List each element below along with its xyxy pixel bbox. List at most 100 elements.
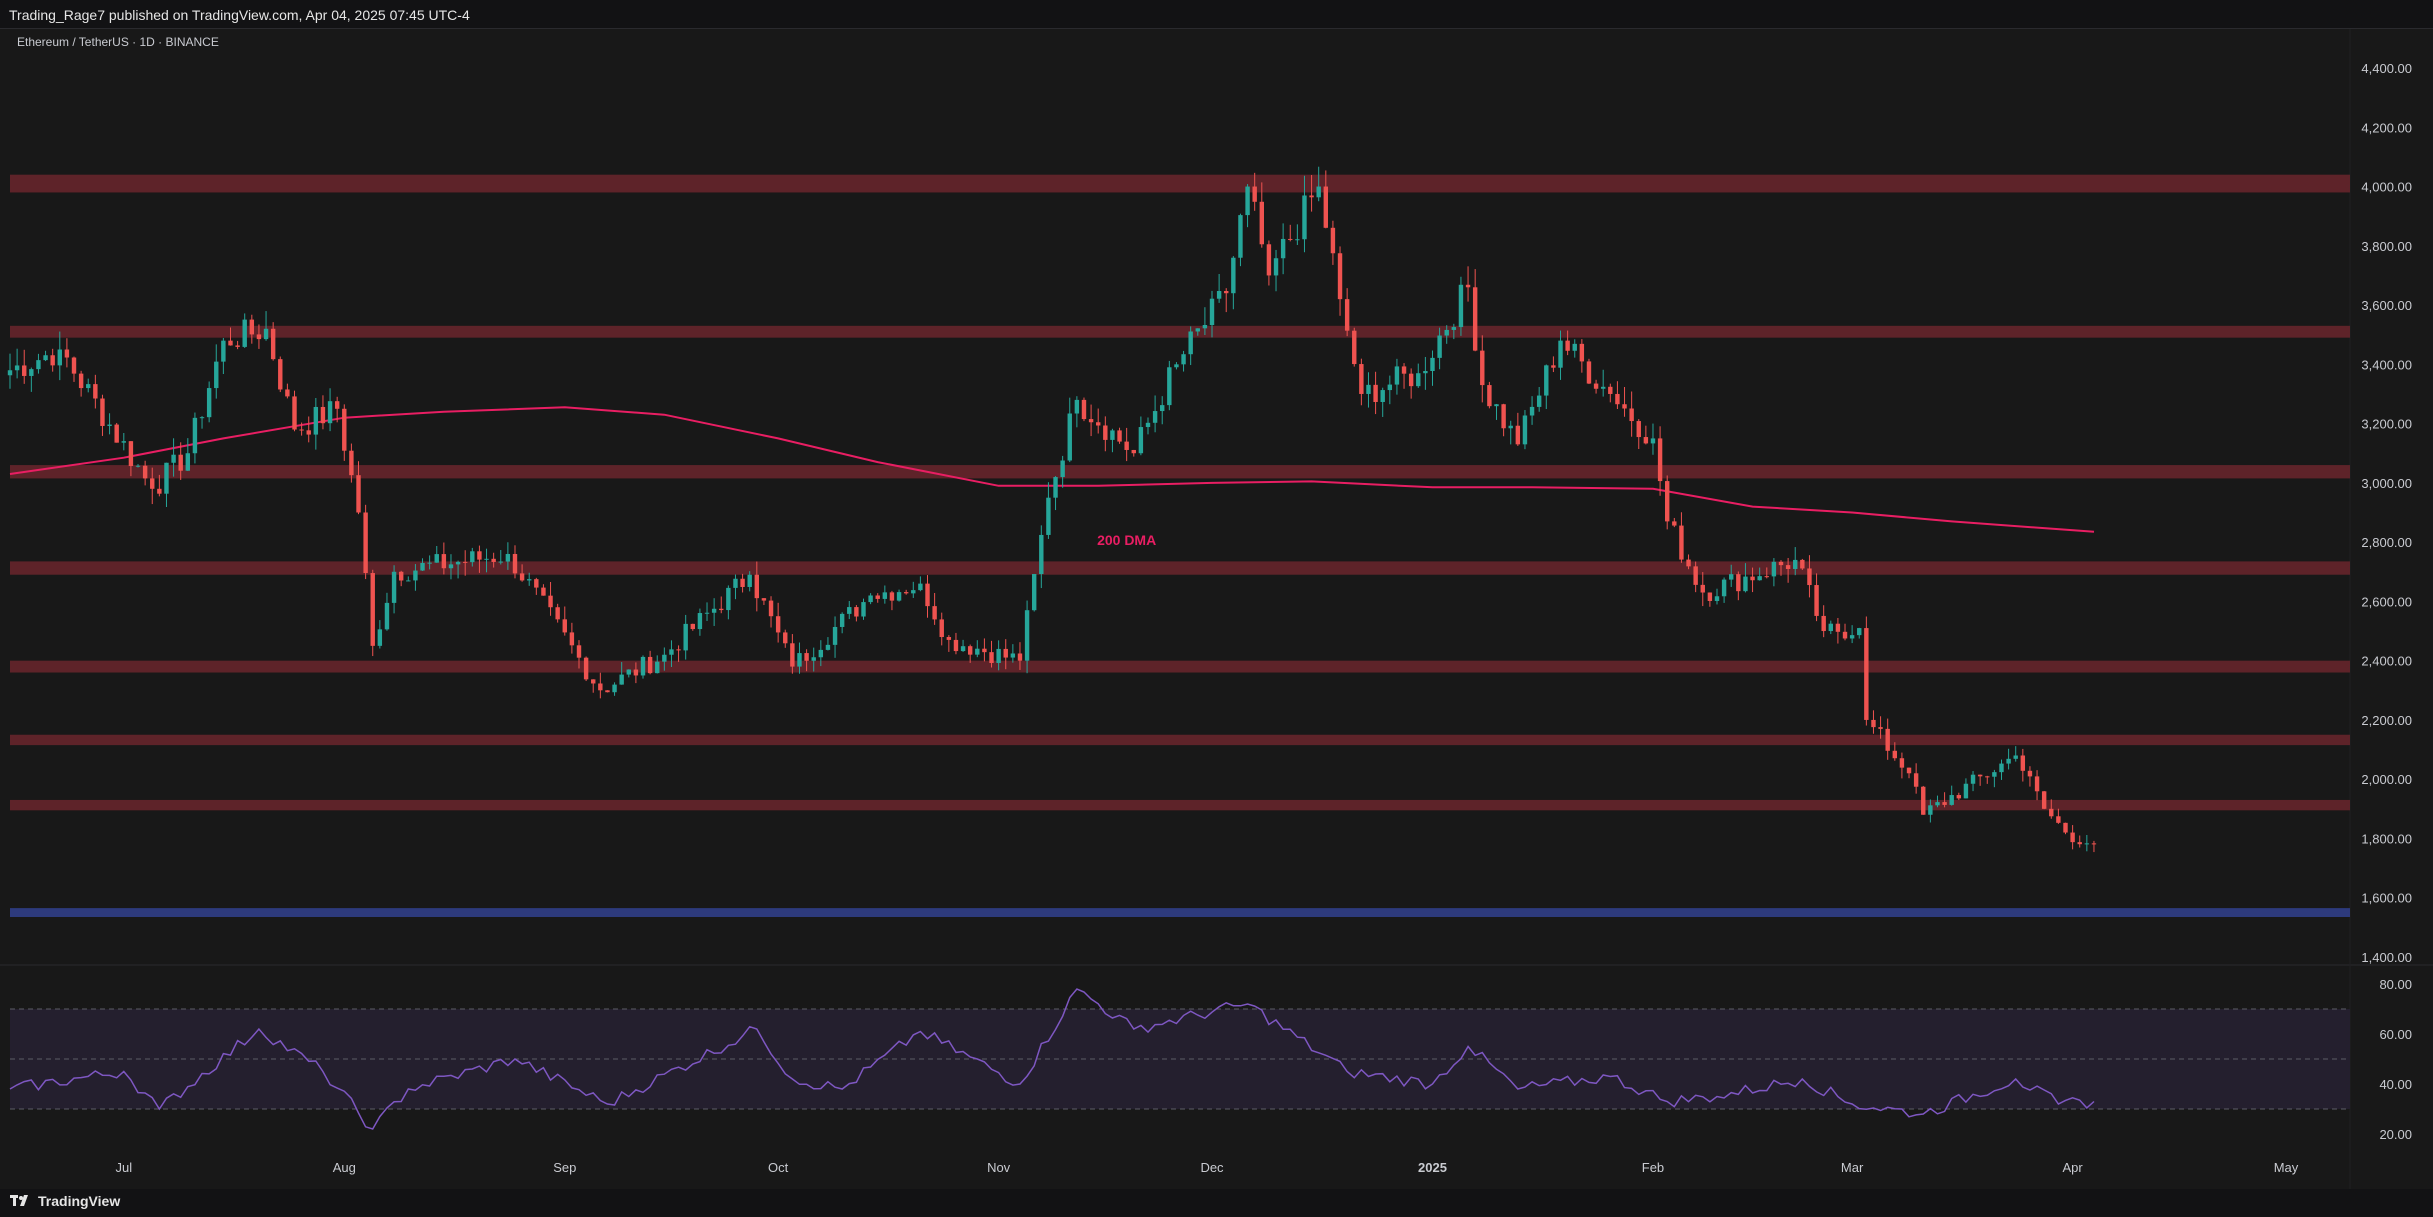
candle-body <box>1003 648 1008 658</box>
candle-body <box>363 512 368 574</box>
candle-body <box>1764 576 1769 578</box>
candle-body <box>242 319 247 347</box>
price-tick-label: 3,000.00 <box>2361 476 2412 491</box>
candle-body <box>470 551 475 563</box>
rsi-tick-label: 60.00 <box>2379 1027 2412 1042</box>
candle-body <box>1750 576 1755 581</box>
candle-body <box>854 607 859 617</box>
candle-body <box>1956 795 1962 799</box>
tradingview-brand[interactable]: TradingView <box>10 1193 120 1209</box>
candle-body <box>1024 610 1030 661</box>
candle-body <box>1245 186 1250 216</box>
candle-body <box>14 365 20 371</box>
candle-body <box>1664 481 1670 522</box>
price-tick-label: 3,400.00 <box>2361 357 2412 372</box>
candle-body <box>192 417 198 454</box>
chart-area[interactable]: 200 DMA 4,400.00 4,200.00 4,000.00 3,800.00 3… <box>0 29 2433 1189</box>
candle-body <box>235 345 240 347</box>
candle-body <box>2034 776 2040 792</box>
candle-body <box>498 561 503 563</box>
candle-body <box>882 592 888 599</box>
candle-body <box>1814 585 1819 616</box>
candle-body <box>50 355 55 366</box>
chart-svg[interactable]: 200 DMA 4,400.00 4,200.00 4,000.00 3,800.00 3… <box>0 29 2433 1189</box>
candle-body <box>1273 258 1279 276</box>
candle-body <box>2084 843 2090 845</box>
candle-body <box>612 684 617 693</box>
candle-body <box>1757 576 1762 581</box>
candle-body <box>1800 559 1805 569</box>
chart-background <box>0 29 2433 1189</box>
candle-body <box>1202 325 1208 329</box>
candle-body <box>825 644 831 650</box>
candle-body <box>1707 592 1713 601</box>
candle-body <box>1551 365 1556 368</box>
candle-body <box>925 583 930 607</box>
candle-body <box>875 595 880 599</box>
candle-body <box>1145 422 1151 428</box>
candle-body <box>911 590 916 594</box>
candle-body <box>989 652 994 663</box>
candle-body <box>1921 786 1926 815</box>
candle-body <box>669 649 674 655</box>
candle-body <box>398 571 404 581</box>
candle-body <box>1152 411 1158 423</box>
candle-body <box>292 396 297 430</box>
candle-body <box>1899 758 1905 768</box>
candle-body <box>1793 559 1798 569</box>
candle-body <box>1657 438 1663 482</box>
candle-body <box>1807 568 1812 586</box>
time-tick-label: Oct <box>768 1160 789 1175</box>
price-tick-label: 2,000.00 <box>2361 772 2412 787</box>
candle-body <box>1942 802 1947 805</box>
candle-body <box>555 607 560 620</box>
candle-body <box>1977 774 1983 777</box>
candle-body <box>448 564 454 569</box>
candle-body <box>655 661 660 674</box>
candle-body <box>1935 802 1940 806</box>
price-tick-label: 1,800.00 <box>2361 831 2412 846</box>
time-tick-label: Feb <box>1642 1160 1664 1175</box>
header-bar: Trading_Rage7 published on TradingView.c… <box>0 0 2433 29</box>
candle-body <box>1643 437 1649 444</box>
time-tick-label: Dec <box>1200 1160 1224 1175</box>
price-tick-label: 3,800.00 <box>2361 239 2412 254</box>
candle-body <box>676 649 681 651</box>
candle-body <box>861 602 866 617</box>
candle-body <box>1721 579 1727 597</box>
candle-body <box>946 637 952 640</box>
candle-body <box>1288 238 1293 240</box>
candle-body <box>719 608 724 611</box>
candle-body <box>832 626 838 645</box>
candle-body <box>1892 750 1898 759</box>
time-tick-label: 2025 <box>1418 1160 1447 1175</box>
candle-body <box>1252 186 1257 202</box>
time-tick-label: Jul <box>115 1160 132 1175</box>
candle-body <box>2041 791 2047 809</box>
candle-body <box>43 355 48 361</box>
time-tick-label: Sep <box>553 1160 576 1175</box>
candle-body <box>1195 328 1200 332</box>
candle-body <box>975 648 980 655</box>
candle-body <box>135 465 141 467</box>
candle-body <box>697 613 703 630</box>
rsi-line <box>9 988 2095 1130</box>
candle-body <box>1608 386 1613 394</box>
candle-body <box>960 646 966 652</box>
candle-body <box>1067 413 1072 461</box>
candle-body <box>1074 399 1080 414</box>
candle-body <box>2020 755 2026 771</box>
candle-body <box>1266 244 1272 276</box>
candle-body <box>733 578 738 588</box>
candle-body <box>427 562 432 564</box>
price-tick-label: 2,200.00 <box>2361 713 2412 728</box>
candle-body <box>78 373 84 389</box>
candle-body <box>1316 186 1321 198</box>
candle-body <box>484 558 489 560</box>
candle-body <box>299 429 304 431</box>
candle-body <box>1039 534 1044 575</box>
candle-body <box>107 424 112 426</box>
candle-body <box>2063 822 2068 833</box>
candle-body <box>1408 373 1414 387</box>
candle-body <box>420 562 425 571</box>
